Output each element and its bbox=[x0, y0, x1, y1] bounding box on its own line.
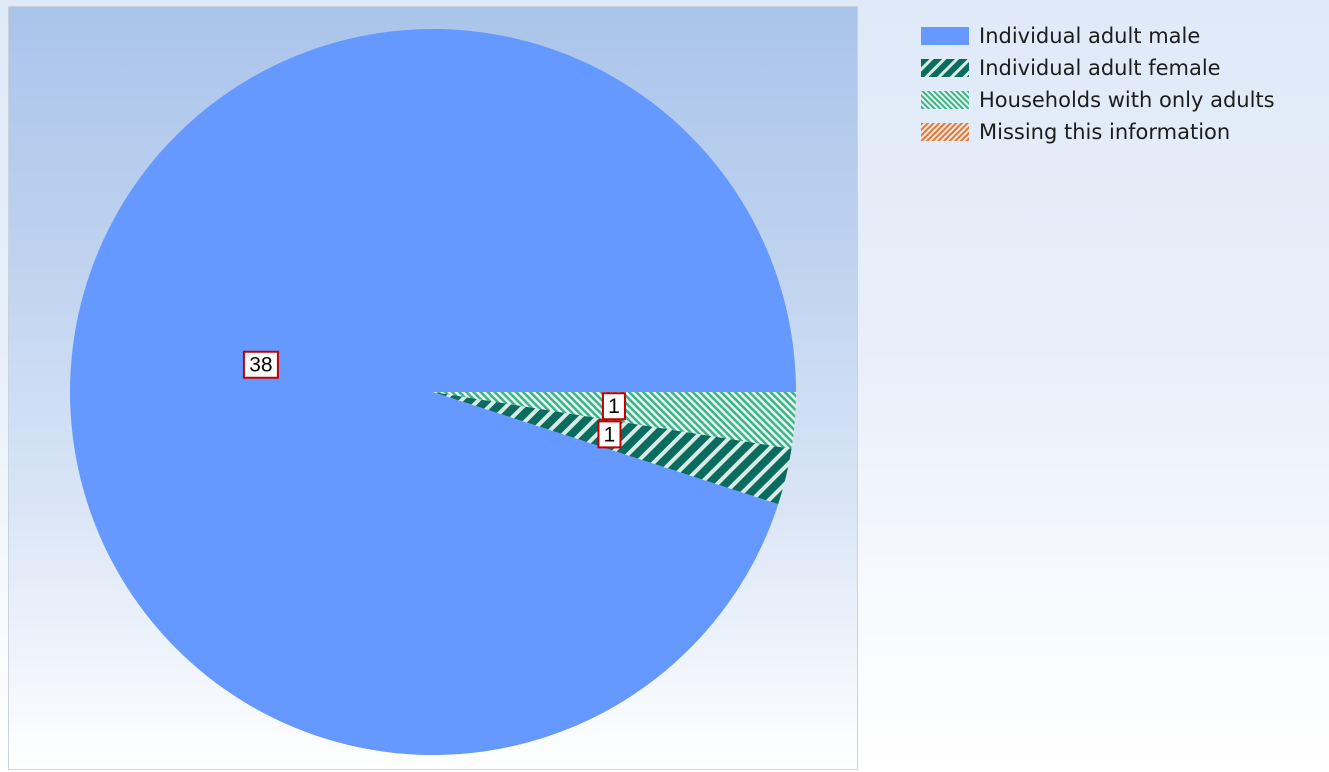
legend-swatch-icon bbox=[921, 123, 969, 141]
slice-label-individual-adult-female: 1 bbox=[597, 420, 622, 449]
legend-label: Households with only adults bbox=[979, 88, 1275, 112]
legend-swatch-icon bbox=[921, 59, 969, 77]
legend: Individual adult male Individual adult f… bbox=[921, 20, 1326, 148]
legend-item-households-with-only-adults[interactable]: Households with only adults bbox=[921, 84, 1326, 116]
pie-slice-individual-adult-male[interactable] bbox=[69, 29, 796, 755]
svg-text:1: 1 bbox=[608, 395, 620, 418]
slice-labels: 38 1 1 bbox=[242, 350, 626, 449]
legend-item-individual-adult-male[interactable]: Individual adult male bbox=[921, 20, 1326, 52]
svg-text:38: 38 bbox=[249, 354, 272, 377]
slice-label-individual-adult-male: 38 bbox=[242, 350, 279, 379]
pie-slices bbox=[69, 29, 796, 755]
legend-item-missing-this-information[interactable]: Missing this information bbox=[921, 116, 1326, 148]
plot-area: 38 1 1 bbox=[8, 6, 858, 770]
pie-chart: 38 1 1 bbox=[69, 29, 796, 755]
legend-swatch-icon bbox=[921, 91, 969, 109]
svg-text:1: 1 bbox=[604, 423, 616, 446]
legend-label: Missing this information bbox=[979, 120, 1231, 144]
legend-label: Individual adult male bbox=[979, 24, 1201, 48]
slice-label-households-with-only-adults: 1 bbox=[601, 392, 626, 421]
legend-label: Individual adult female bbox=[979, 56, 1221, 80]
legend-swatch-icon bbox=[921, 27, 969, 45]
legend-item-individual-adult-female[interactable]: Individual adult female bbox=[921, 52, 1326, 84]
